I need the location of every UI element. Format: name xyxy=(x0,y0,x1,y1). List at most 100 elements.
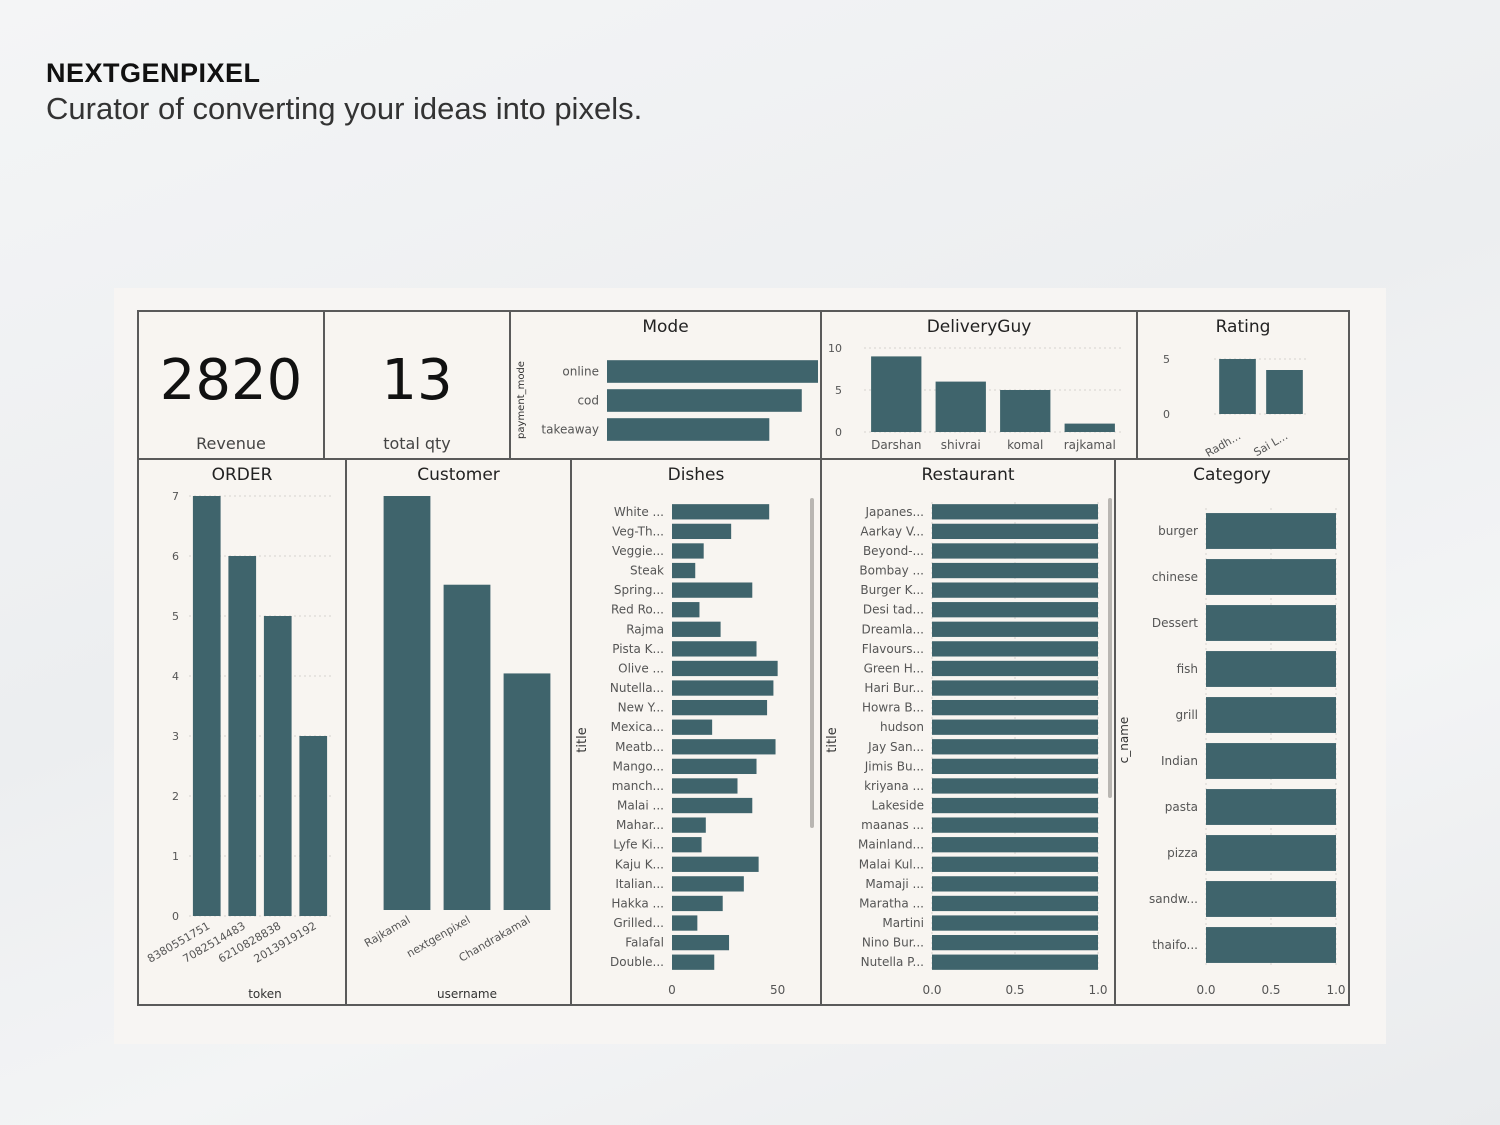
category-ytick: fish xyxy=(1177,662,1198,676)
dishes-bar xyxy=(672,915,698,931)
customer-bar xyxy=(503,673,551,910)
dishes-ytick: Meatb... xyxy=(615,740,664,754)
restaurant-bar xyxy=(932,739,1098,755)
dishes-ytick: Grilled... xyxy=(613,916,664,930)
restaurant-bar xyxy=(932,680,1098,696)
dishes-bar xyxy=(672,543,704,559)
order-bar xyxy=(228,556,257,916)
restaurant-ytick: Lakeside xyxy=(871,799,924,813)
deliveryguy-bar xyxy=(1000,390,1051,432)
deliveryguy-xtick: komal xyxy=(1007,438,1043,452)
deliveryguy-bar xyxy=(1064,423,1115,432)
restaurant-title: Restaurant xyxy=(921,465,1014,485)
restaurant-ytick: Martini xyxy=(882,916,924,930)
dishes-ylabel: title xyxy=(575,727,590,752)
dishes-ytick: Steak xyxy=(630,564,664,578)
order-ytick: 1 xyxy=(172,850,179,863)
category-chart: Category burger chinese Dessert fish grill Ind… xyxy=(1117,465,1346,997)
dishes-bar xyxy=(672,934,730,951)
order-bar xyxy=(263,616,292,916)
category-bar xyxy=(1206,789,1336,825)
order-ytick: 7 xyxy=(172,490,179,503)
dishes-ytick: Mexica... xyxy=(611,720,664,734)
dishes-xtick: 50 xyxy=(770,983,785,997)
dishes-ytick: Falafal xyxy=(625,936,664,950)
restaurant-ytick: Green H... xyxy=(864,661,924,675)
restaurant-bar xyxy=(932,504,1098,520)
order-chart: ORDER01234567838055175170825144836210828… xyxy=(145,465,331,1001)
brand-tagline: Curator of converting your ideas into pi… xyxy=(46,91,643,126)
rating-ytick: 5 xyxy=(1163,353,1170,366)
category-ytick: pasta xyxy=(1165,800,1198,814)
dishes-xtick: 0 xyxy=(668,983,676,997)
panel-order: ORDER 0 1 2 3 4 5 6 7 8380551751 7082514483 6210828… xyxy=(137,458,347,1006)
mode-ytick: takeaway xyxy=(541,423,599,437)
category-bar xyxy=(1206,927,1336,963)
mode-title: Mode xyxy=(642,317,688,337)
order-ytick: 0 xyxy=(172,910,179,923)
restaurant-xtick: 1.0 xyxy=(1088,983,1107,997)
panel-rating: Rating 0 5 Radh... Sai L... xyxy=(1136,310,1350,460)
category-xtick: 1.0 xyxy=(1326,983,1345,997)
customer-xlabel: username xyxy=(437,987,497,1001)
mode-ylabel: payment_mode xyxy=(516,361,527,439)
panel-mode: Mode online cod takeaway payment_mode xyxy=(509,310,822,460)
restaurant-ytick: Hari Bur... xyxy=(864,681,924,695)
dishes-bar xyxy=(672,895,723,912)
category-ytick: grill xyxy=(1175,708,1198,722)
dishes-bar xyxy=(672,876,744,892)
restaurant-bar xyxy=(932,895,1098,912)
kpi-revenue-value: 2820 xyxy=(159,348,303,413)
restaurant-ytick: Bombay ... xyxy=(859,564,924,578)
rating-xtick: Radh... xyxy=(1203,429,1243,458)
category-ytick: sandw... xyxy=(1149,892,1198,906)
deliveryguy-xtick: shivrai xyxy=(941,438,981,452)
restaurant-ytick: Howra B... xyxy=(862,701,924,715)
restaurant-ytick: Nutella P... xyxy=(861,955,924,969)
deliveryguy-xtick: Darshan xyxy=(871,438,921,452)
category-xtick: 0.0 xyxy=(1196,983,1215,997)
restaurant-ytick: Jimis Bu... xyxy=(864,759,924,773)
dishes-ytick: Olive ... xyxy=(618,661,664,675)
restaurant-ytick: Desi tad... xyxy=(863,603,924,617)
dishes-bar xyxy=(672,562,696,579)
category-bar xyxy=(1206,559,1336,595)
dishes-bar xyxy=(672,954,715,970)
mode-bar xyxy=(607,418,770,441)
dishes-ytick: Hakka ... xyxy=(611,896,664,910)
panel-restaurant: Restaurant Japanes... Aarkay V... Beyond-..… xyxy=(820,458,1116,1006)
dishes-ytick: Italian... xyxy=(615,877,664,891)
restaurant-ytick: Aarkay V... xyxy=(860,524,924,538)
restaurant-bar xyxy=(932,523,1098,540)
deliveryguy-bar xyxy=(935,381,986,432)
kpi-qty-label: total qty xyxy=(383,434,451,453)
restaurant-ytick: Burger K... xyxy=(860,583,924,597)
kpi-qty-value: 13 xyxy=(381,348,453,413)
customer-title: Customer xyxy=(417,465,500,485)
order-ytick: 3 xyxy=(172,730,179,743)
dishes-ytick: Red Ro... xyxy=(611,603,664,617)
restaurant-bar xyxy=(932,778,1098,794)
rating-bar xyxy=(1266,370,1303,414)
restaurant-bar xyxy=(932,817,1098,833)
dishes-bar xyxy=(672,680,774,696)
deliveryguy-ytick: 10 xyxy=(828,342,842,355)
dishes-ytick: Double... xyxy=(610,955,664,969)
dishes-bar xyxy=(672,621,721,637)
restaurant-scrollbar xyxy=(1108,498,1112,798)
dishes-bar xyxy=(672,602,700,618)
dishes-bar xyxy=(672,758,757,775)
deliveryguy-ytick: 5 xyxy=(835,384,842,397)
category-bar xyxy=(1206,697,1336,733)
deliveryguy-ytick: 0 xyxy=(835,426,842,439)
dishes-ytick: Mahar... xyxy=(616,818,664,832)
panel-dishes: Dishes White ... Veg-Th... Veggie... Steak Sp… xyxy=(570,458,822,1006)
restaurant-bar xyxy=(932,876,1098,892)
order-ytick: 6 xyxy=(172,550,179,563)
category-bar xyxy=(1206,605,1336,641)
restaurant-ytick: Mamaji ... xyxy=(865,877,924,891)
restaurant-ytick: kriyana ... xyxy=(864,779,924,793)
dishes-bar xyxy=(672,660,778,677)
dishes-ytick: Spring... xyxy=(614,583,664,597)
restaurant-bar xyxy=(932,915,1098,931)
